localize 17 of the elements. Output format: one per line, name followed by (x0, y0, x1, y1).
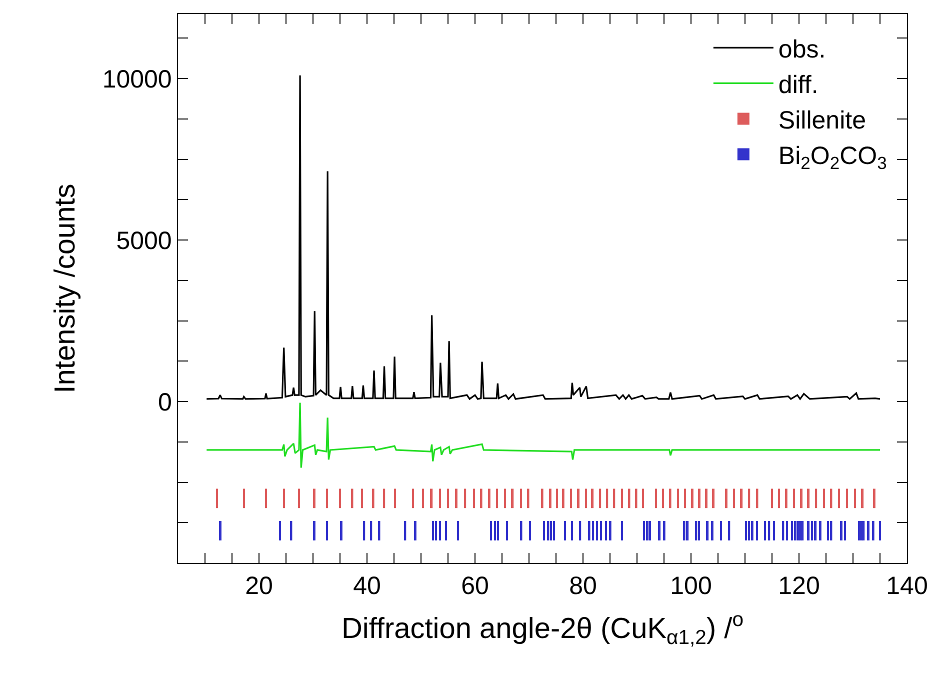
x-axis-title: Diffraction angle-2θ (CuK$_{α1,2}$) /$^{o}$ (341, 608, 744, 650)
y-axis-title: Intensity /counts (50, 184, 82, 394)
x-tick-label: 80 (569, 572, 597, 600)
x-tick-label: 120 (778, 572, 820, 600)
legend-label: Sillenite (778, 106, 866, 134)
legend-label: Bi$_{2}$O$_{2}$CO$_{3}$ (778, 142, 887, 174)
y-tick-label: 0 (158, 388, 172, 416)
x-tick-label: 60 (461, 572, 489, 600)
x-tick-label: 40 (353, 572, 381, 600)
x-tick-label: 100 (670, 572, 712, 600)
legend-label: diff. (778, 70, 818, 99)
x-tick-label: 20 (245, 572, 273, 600)
line-series (206, 402, 881, 469)
x-tick-label: 140 (886, 572, 928, 600)
legend-label: obs. (778, 35, 826, 64)
y-tick-label: 5000 (116, 226, 172, 255)
y-tick-label: 10000 (102, 65, 172, 94)
